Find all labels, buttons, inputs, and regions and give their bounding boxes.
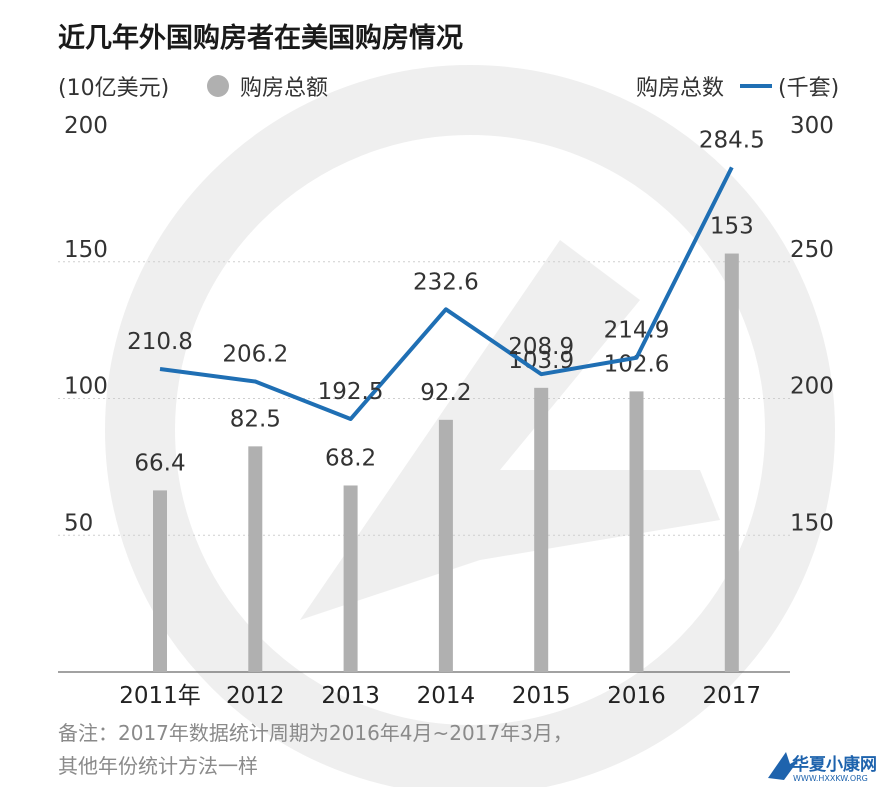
logo-mark (768, 752, 800, 780)
bar-data-label: 66.4 (134, 450, 185, 476)
left-tick-label: 100 (64, 374, 108, 400)
grid (58, 261, 790, 673)
bar-data-label: 68.2 (325, 445, 376, 471)
line-series: 210.8 206.2 192.5 232.6 208.9 214.9 284.5 (127, 127, 765, 422)
line-data-label: 192.5 (318, 379, 384, 405)
x-tick-label: 2016 (607, 683, 666, 709)
bar-legend-swatch (207, 75, 229, 97)
bar (248, 446, 263, 672)
bar-data-label: 153 (710, 214, 754, 240)
right-tick-label: 200 (790, 374, 834, 400)
bar (629, 391, 644, 672)
bar-data-label: 82.5 (230, 406, 281, 432)
right-tick-label: 250 (790, 237, 834, 263)
x-tick-label: 2014 (417, 683, 476, 709)
left-tick-label: 150 (64, 237, 108, 263)
x-tick-label: 2013 (321, 683, 380, 709)
line-data-label: 210.8 (127, 329, 193, 355)
right-axis-unit: (千套) (778, 76, 839, 101)
bar (153, 490, 167, 672)
line-data-label: 284.5 (699, 127, 765, 153)
x-tick-label: 2015 (512, 683, 571, 709)
bar (438, 419, 453, 672)
left-axis-unit: (10亿美元) (58, 76, 169, 101)
footnote-line-2: 其他年份统计方法一样 (58, 754, 258, 778)
right-tick-label: 150 (790, 510, 834, 536)
bar-legend-label: 购房总额 (240, 76, 328, 101)
logo-subtext: WWW.HXXKW.ORG (793, 774, 868, 783)
footnote-line-1: 备注：2017年数据统计周期为2016年4月~2017年3月， (58, 721, 573, 745)
x-tick-label: 2017 (703, 683, 762, 709)
series-line (159, 166, 734, 422)
line-data-label: 214.9 (604, 318, 670, 344)
bar (724, 253, 739, 673)
site-logo: 华夏小康网 WWW.HXXKW.ORG (768, 752, 877, 783)
bar (343, 485, 358, 672)
left-tick-label: 50 (64, 510, 93, 536)
chart-title: 近几年外国购房者在美国购房情况 (58, 22, 463, 54)
left-tick-label: 200 (64, 113, 108, 139)
line-legend-label: 购房总数 (636, 76, 724, 101)
right-tick-label: 300 (790, 113, 834, 139)
x-axis: 2011年 2012 2013 2014 2015 2016 2017 (119, 683, 761, 709)
bar-data-label: 92.2 (420, 380, 471, 406)
line-data-label: 232.6 (413, 269, 479, 295)
x-tick-label: 2011年 (119, 683, 201, 709)
line-data-label: 206.2 (222, 342, 288, 368)
x-tick-label: 2012 (226, 683, 285, 709)
right-axis: 150 200 250 300 (790, 113, 834, 536)
line-data-label: 208.9 (508, 334, 574, 360)
bar (534, 387, 549, 672)
left-axis: 50 100 150 200 (64, 113, 108, 536)
watermark (105, 65, 835, 787)
logo-text: 华夏小康网 (792, 754, 877, 775)
